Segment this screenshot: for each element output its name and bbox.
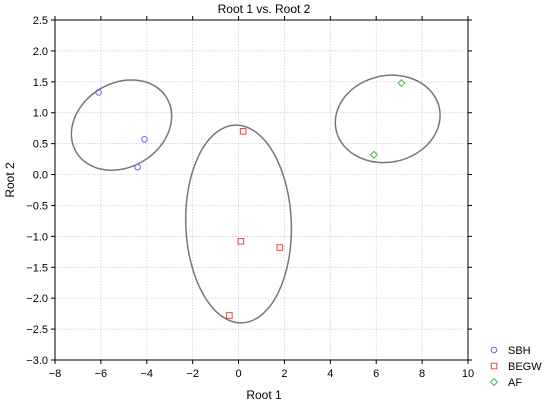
x-tick-label: −6 — [95, 368, 108, 380]
data-point-begw-1 — [237, 238, 245, 245]
confidence-ellipses — [70, 74, 441, 324]
confidence-ellipse-af — [334, 74, 441, 164]
legend-marker-begw — [490, 362, 498, 370]
data-point-af-0 — [397, 78, 406, 88]
x-tick-label: 6 — [373, 368, 379, 380]
axes — [51, 16, 472, 364]
legend-marker-sbh — [490, 346, 498, 354]
y-tick-label: −3.0 — [26, 355, 48, 367]
legend-item-sbh: SBH — [490, 345, 531, 357]
y-tick-label: −1.0 — [26, 231, 48, 243]
legend-circle-icon — [490, 346, 498, 354]
legend-diamond-icon — [489, 377, 499, 387]
data-point-af-1 — [369, 150, 379, 159]
data-point-sbh-1 — [141, 136, 148, 143]
legend-square-icon — [490, 362, 498, 370]
legend-marker-af — [489, 377, 499, 387]
data-point-sbh-0 — [95, 89, 102, 96]
data-markers — [95, 78, 406, 319]
tick-labels: −8 −6 −4 −2 0 2 4 6 8 10 −3.0 −2.5 −2.0 −1.5 −1.0 −0.5 0… — [26, 15, 474, 380]
y-tick-label: −0.5 — [26, 200, 48, 212]
confidence-ellipse-begw — [184, 124, 293, 324]
x-tick-label: −8 — [49, 368, 62, 380]
y-tick-label: 1.5 — [33, 77, 48, 89]
x-tick-label: 0 — [235, 368, 241, 380]
data-point-begw-0 — [239, 127, 247, 135]
y-tick-label: 0.0 — [33, 170, 48, 182]
x-tick-label: −4 — [141, 368, 154, 380]
data-point-begw-3 — [226, 312, 233, 319]
confidence-ellipse-sbh — [70, 79, 173, 171]
x-axis-label: Root 1 — [246, 388, 282, 402]
legend-item-begw: BEGW — [490, 361, 542, 373]
x-tick-label: 4 — [327, 368, 333, 380]
y-tick-label: 1.0 — [33, 108, 48, 120]
legend-label-sbh: SBH — [508, 345, 531, 357]
x-tick-label: −2 — [186, 368, 199, 380]
legend: SBH BEGW AF — [489, 345, 542, 389]
y-tick-label: 0.5 — [33, 139, 48, 151]
y-tick-label: −1.5 — [26, 262, 48, 274]
y-tick-label: 2.5 — [33, 15, 48, 27]
x-tick-label: 10 — [462, 368, 474, 380]
data-point-sbh-2 — [134, 163, 141, 171]
legend-label-begw: BEGW — [508, 361, 542, 373]
legend-item-af: AF — [489, 377, 522, 389]
data-point-begw-2 — [276, 244, 284, 251]
y-tick-label: 2.0 — [33, 46, 48, 58]
x-tick-label: 2 — [281, 368, 287, 380]
y-tick-label: −2.0 — [26, 293, 48, 305]
chart-title: Root 1 vs. Root 2 — [218, 2, 311, 16]
grid-lines — [55, 20, 468, 360]
plot-frame — [54, 19, 469, 361]
y-tick-label: −2.5 — [26, 324, 48, 336]
x-tick-label: 8 — [419, 368, 425, 380]
legend-label-af: AF — [508, 377, 522, 389]
y-axis-label: Root 2 — [3, 162, 17, 198]
